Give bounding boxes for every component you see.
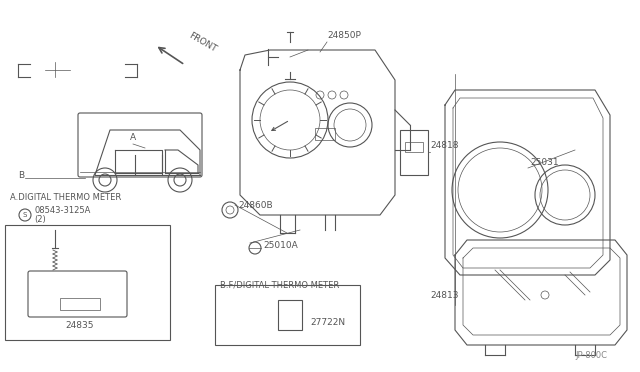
Text: 24860B: 24860B <box>238 201 273 210</box>
Text: S: S <box>23 212 27 218</box>
Text: 25031: 25031 <box>530 158 559 167</box>
Text: 08543-3125A: 08543-3125A <box>34 206 90 215</box>
Text: 24835: 24835 <box>65 321 93 330</box>
Text: B: B <box>18 171 24 180</box>
Text: JP·800C: JP·800C <box>575 351 607 360</box>
Text: A: A <box>130 133 136 142</box>
Text: A.DIGITAL THERMO METER: A.DIGITAL THERMO METER <box>10 193 121 202</box>
Bar <box>405 142 423 152</box>
Bar <box>400 130 428 175</box>
Text: 24818: 24818 <box>430 141 458 150</box>
Bar <box>315 128 335 140</box>
Bar <box>60 298 100 310</box>
Bar <box>278 300 302 330</box>
Text: (2): (2) <box>34 215 45 224</box>
Text: 24850P: 24850P <box>327 31 361 40</box>
Text: 27722N: 27722N <box>310 318 345 327</box>
Text: 25010A: 25010A <box>263 241 298 250</box>
Text: 24813: 24813 <box>430 291 458 300</box>
Text: FRONT: FRONT <box>187 31 218 54</box>
Text: B.F/DIGITAL THERMO METER: B.F/DIGITAL THERMO METER <box>220 281 339 290</box>
